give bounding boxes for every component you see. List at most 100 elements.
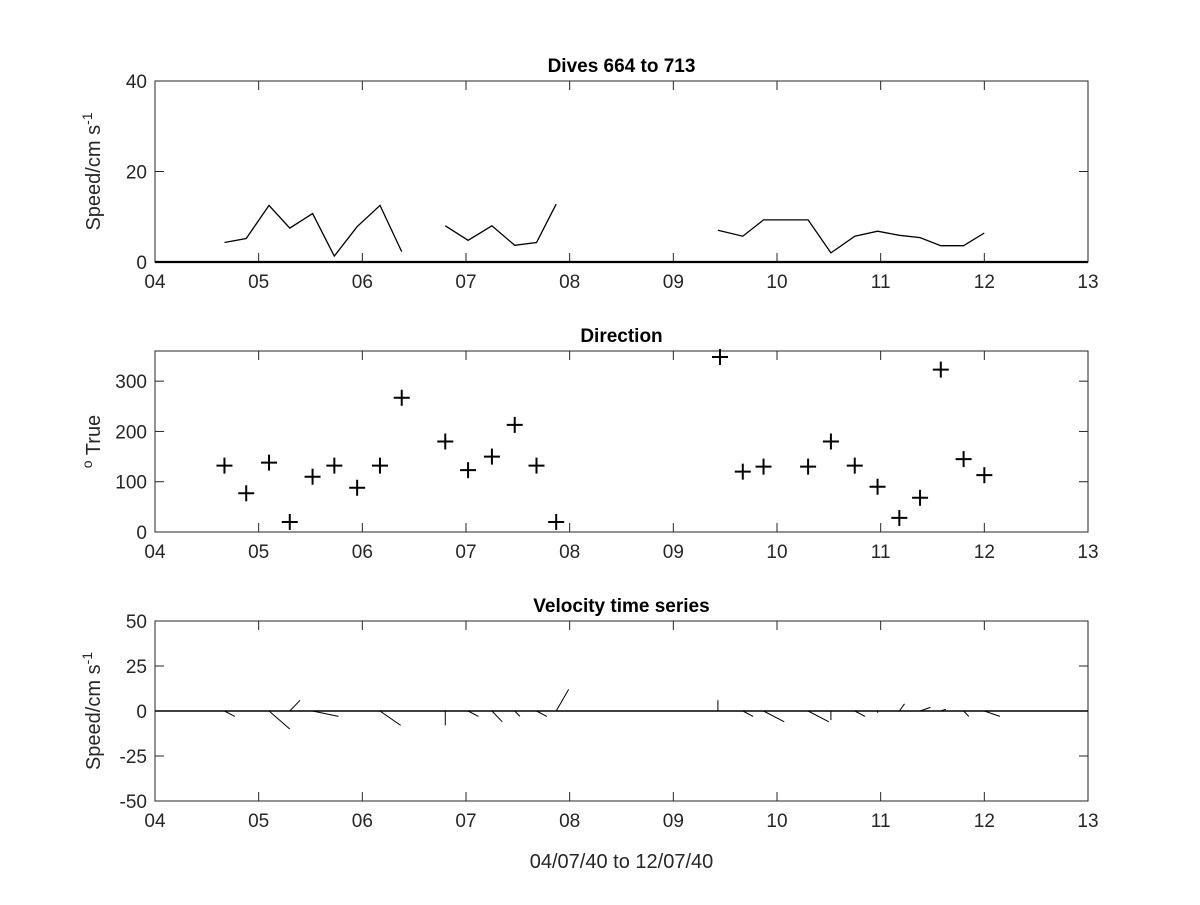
x-tick-label: 05 <box>248 542 269 563</box>
panel-1: 04 05 06 07 08 09 10 11 12 13 0 20 40 Dives 664 to 71… <box>79 56 1099 293</box>
chart-title: Velocity time series <box>533 596 709 617</box>
x-tick-label: 04 <box>144 542 166 563</box>
data-point <box>932 361 949 378</box>
x-tick-label: 11 <box>871 811 891 832</box>
velocity-stick <box>898 703 905 712</box>
data-point <box>326 457 343 474</box>
data-point <box>976 467 993 484</box>
x-tick-label: 10 <box>766 272 787 293</box>
velocity-stick <box>467 710 479 717</box>
x-tick-label: 04 <box>144 272 166 293</box>
velocity-stick <box>379 710 401 726</box>
y-tick-label: 100 <box>115 473 147 494</box>
y-axis-label: Speed/cm s-1 <box>79 652 105 770</box>
data-point <box>528 457 545 474</box>
velocity-stick <box>807 710 830 723</box>
velocity-stick <box>536 710 548 717</box>
panel-2: 04 05 06 07 08 09 10 11 12 13 0 100 200 300 Direction o… <box>79 326 1099 563</box>
data-point <box>734 463 751 480</box>
velocity-stick <box>224 710 236 717</box>
y-axis-label-superscript: -1 <box>79 652 95 665</box>
y-axis-label-degree: o <box>79 460 95 468</box>
data-point <box>912 489 929 506</box>
y-tick-label: 40 <box>126 72 147 93</box>
velocity-stick <box>491 710 503 723</box>
x-tick-label: 12 <box>974 542 995 563</box>
x-tick-label: 12 <box>974 272 995 293</box>
data-point <box>846 457 863 474</box>
x-tick-label: 05 <box>248 272 269 293</box>
data-point <box>371 457 388 474</box>
x-tick-label: 08 <box>559 542 580 563</box>
y-axis-label-text: Speed/cm s <box>83 125 105 231</box>
chart-title: Direction <box>580 326 662 347</box>
data-point <box>711 349 728 366</box>
data-point <box>304 468 321 485</box>
data-point <box>955 451 972 468</box>
x-tick-label: 09 <box>663 811 684 832</box>
panel-3: 04 05 06 07 08 09 10 11 12 13 -50 -25 0 25 50 Velocity … <box>79 596 1099 873</box>
series-line <box>717 219 985 254</box>
x-tick-label: 12 <box>974 811 995 832</box>
y-tick-label: 0 <box>136 523 147 544</box>
x-tick-label: 06 <box>352 272 373 293</box>
velocity-stick <box>742 710 754 717</box>
x-tick-label: 07 <box>455 542 476 563</box>
y-tick-label: 25 <box>126 657 147 678</box>
x-tick-label: 10 <box>766 542 787 563</box>
data-point <box>800 458 817 475</box>
velocity-stick <box>919 706 931 712</box>
x-tick-label: 10 <box>766 811 787 832</box>
data-point <box>891 509 908 526</box>
velocity-stick <box>963 710 970 717</box>
x-tick-label: 11 <box>871 272 891 293</box>
y-axis-label-text: Speed/cm s <box>83 664 105 770</box>
x-tick-label: 08 <box>559 272 580 293</box>
y-tick-label: 200 <box>115 422 147 443</box>
x-tick-label: 06 <box>352 811 373 832</box>
velocity-stick <box>854 710 866 717</box>
velocity-stick <box>289 699 301 712</box>
x-tick-label: 05 <box>248 811 269 832</box>
y-tick-label: 300 <box>115 372 147 393</box>
data-point <box>869 478 886 495</box>
velocity-stick <box>514 710 521 717</box>
x-axis-label: 04/07/40 to 12/07/40 <box>530 851 714 873</box>
data-point <box>483 448 500 465</box>
x-tick-label: 13 <box>1077 272 1098 293</box>
velocity-stick <box>984 710 1001 717</box>
data-point <box>393 389 410 406</box>
x-tick-label: 07 <box>455 272 476 293</box>
data-point <box>281 513 298 530</box>
data-point <box>349 479 366 496</box>
x-tick-label: 08 <box>559 811 580 832</box>
axes-box <box>154 350 1089 533</box>
x-tick-label: 06 <box>352 542 373 563</box>
y-axis-label-superscript: -1 <box>79 112 95 125</box>
chart-title: Dives 664 to 713 <box>548 56 696 77</box>
x-tick-label: 11 <box>871 542 891 563</box>
y-tick-label: 0 <box>136 702 147 723</box>
data-point <box>548 513 565 530</box>
y-axis-label-text: True <box>83 415 105 461</box>
velocity-stick <box>555 689 570 712</box>
data-point <box>261 454 278 471</box>
y-tick-label: 20 <box>126 163 147 184</box>
y-axis-label: Speed/cm s-1 <box>79 112 105 230</box>
x-tick-label: 09 <box>663 542 684 563</box>
data-point <box>822 433 839 450</box>
velocity-stick <box>763 710 785 723</box>
data-point <box>216 457 233 474</box>
data-point <box>437 433 454 450</box>
y-axis-label: o True <box>79 415 105 468</box>
data-point <box>506 416 523 433</box>
velocity-stick <box>312 710 339 717</box>
series-line <box>444 203 557 246</box>
x-tick-label: 13 <box>1077 542 1098 563</box>
y-tick-label: 0 <box>136 253 147 274</box>
axes-box <box>154 80 1089 263</box>
y-tick-label: 50 <box>126 612 147 633</box>
y-tick-label: -25 <box>120 747 147 768</box>
